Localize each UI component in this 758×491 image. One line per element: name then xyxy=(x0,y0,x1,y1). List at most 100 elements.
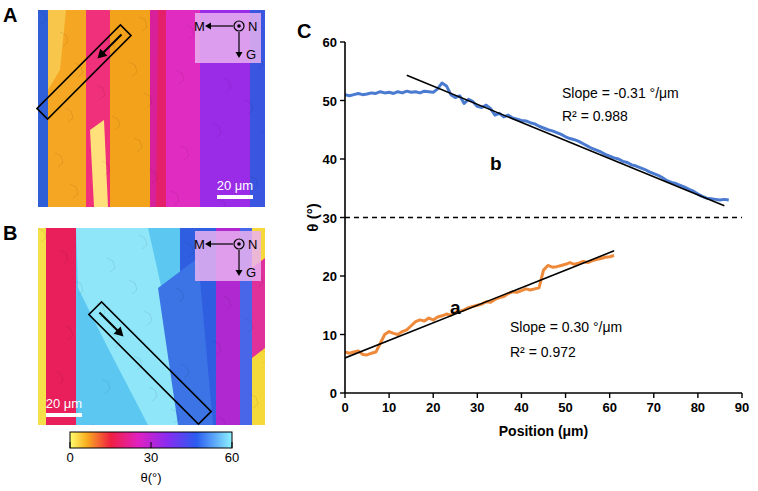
profile-box xyxy=(89,302,211,424)
x-tick-label: 80 xyxy=(691,400,705,415)
figure: AMNG20 μmBMNG20 μm03060θ(°)C010203040506… xyxy=(0,0,758,491)
key-arrow xyxy=(238,32,239,54)
grain-boundary xyxy=(213,123,221,137)
data-line xyxy=(345,83,729,200)
grain xyxy=(48,10,66,90)
scale-bar-label: 20 μm xyxy=(46,396,82,411)
grain-boundary xyxy=(223,78,231,92)
x-tick-label: 70 xyxy=(647,400,661,415)
plot-data xyxy=(345,75,742,358)
grain xyxy=(48,10,86,207)
grain-boundary xyxy=(171,409,179,423)
key-label: M xyxy=(194,237,205,252)
arrow-head xyxy=(94,49,107,62)
scale-bar xyxy=(217,195,253,199)
grain-boundary xyxy=(55,371,63,385)
series-label: b xyxy=(490,153,502,174)
colorbar-tick xyxy=(232,442,233,448)
grain-boundary xyxy=(60,32,68,46)
grain xyxy=(38,10,48,207)
orientation-key: M NG xyxy=(194,13,261,63)
grain-boundary xyxy=(149,169,157,183)
grain-boundary xyxy=(70,184,78,198)
grain-boundary xyxy=(250,394,258,408)
scale-bar-label: 20 μm xyxy=(217,178,253,193)
key-label: M xyxy=(194,19,205,34)
x-tick-label: 0 xyxy=(341,400,348,415)
key-label: G xyxy=(246,265,256,280)
x-tick xyxy=(653,393,654,398)
grain-boundary xyxy=(245,318,253,332)
y-tick xyxy=(340,100,345,101)
grain-boundary xyxy=(55,153,63,167)
colorbar-tick xyxy=(70,442,71,448)
y-tick-label: 50 xyxy=(323,94,337,109)
ebsd-map xyxy=(38,10,268,220)
arrow-head xyxy=(114,327,127,340)
grain-boundary xyxy=(65,108,73,122)
key-arrowhead xyxy=(236,52,243,58)
x-tick xyxy=(344,393,345,398)
x-tick-label: 50 xyxy=(558,400,572,415)
key-circle xyxy=(234,21,244,31)
key-circle xyxy=(234,239,244,249)
y-tick xyxy=(340,41,345,42)
colorbar: 03060θ(°) xyxy=(66,432,239,485)
grain-boundary xyxy=(186,243,194,257)
y-tick xyxy=(340,275,345,276)
x-tick xyxy=(521,393,522,398)
y-tick xyxy=(340,217,345,218)
panel-letter: B xyxy=(3,222,17,244)
key-arrowhead xyxy=(236,270,243,276)
x-tick xyxy=(697,393,698,398)
grain-boundary xyxy=(144,93,152,107)
colorbar-tick-label: 30 xyxy=(144,450,158,465)
grain-boundary xyxy=(260,349,265,363)
grain-boundary xyxy=(218,417,226,425)
orientation-key: M NG xyxy=(194,231,261,281)
chart: C01020304050607080900102030405060Positio… xyxy=(297,20,749,439)
x-tick xyxy=(388,393,389,398)
grain-boundary xyxy=(112,116,120,130)
grain-boundary xyxy=(107,258,115,272)
grain xyxy=(38,228,46,425)
y-tick xyxy=(340,158,345,159)
y-tick-label: 60 xyxy=(323,35,337,50)
key-label: G xyxy=(246,47,256,62)
key-label: N xyxy=(248,237,257,252)
grain-boundary xyxy=(186,25,194,39)
grain-boundary xyxy=(176,70,184,84)
x-tick xyxy=(565,393,566,398)
reference-line xyxy=(345,217,742,219)
grain-boundary xyxy=(181,364,189,378)
fit-line xyxy=(345,251,614,358)
x-tick-label: 20 xyxy=(426,400,440,415)
key-label: N xyxy=(248,19,257,34)
box xyxy=(89,302,211,424)
grain-boundary xyxy=(218,199,226,207)
grain-boundary xyxy=(38,228,46,242)
x-tick-label: 90 xyxy=(735,400,749,415)
grain xyxy=(166,10,200,207)
y-tick-label: 30 xyxy=(323,211,337,226)
key-dot xyxy=(237,242,241,246)
annotation: Slope = -0.31 °/μm xyxy=(562,85,679,101)
annotation: R² = 0.972 xyxy=(510,344,576,360)
grain-boundary xyxy=(129,280,137,294)
series-label: a xyxy=(450,297,461,318)
grain-boundary xyxy=(75,281,83,295)
fit-line xyxy=(407,75,725,205)
key-arrow xyxy=(238,250,239,272)
scale-bar xyxy=(46,413,82,417)
grain-boundary xyxy=(134,138,142,152)
colorbar-tick-label: 60 xyxy=(225,450,239,465)
key-bg xyxy=(195,231,261,281)
x-tick-label: 40 xyxy=(514,400,528,415)
grain xyxy=(90,120,108,207)
map-grains xyxy=(38,10,265,207)
data-line xyxy=(345,256,614,355)
box xyxy=(37,25,131,119)
profile-box xyxy=(37,25,131,119)
panel-letter: C xyxy=(297,20,311,42)
y-tick-label: 10 xyxy=(323,328,337,343)
